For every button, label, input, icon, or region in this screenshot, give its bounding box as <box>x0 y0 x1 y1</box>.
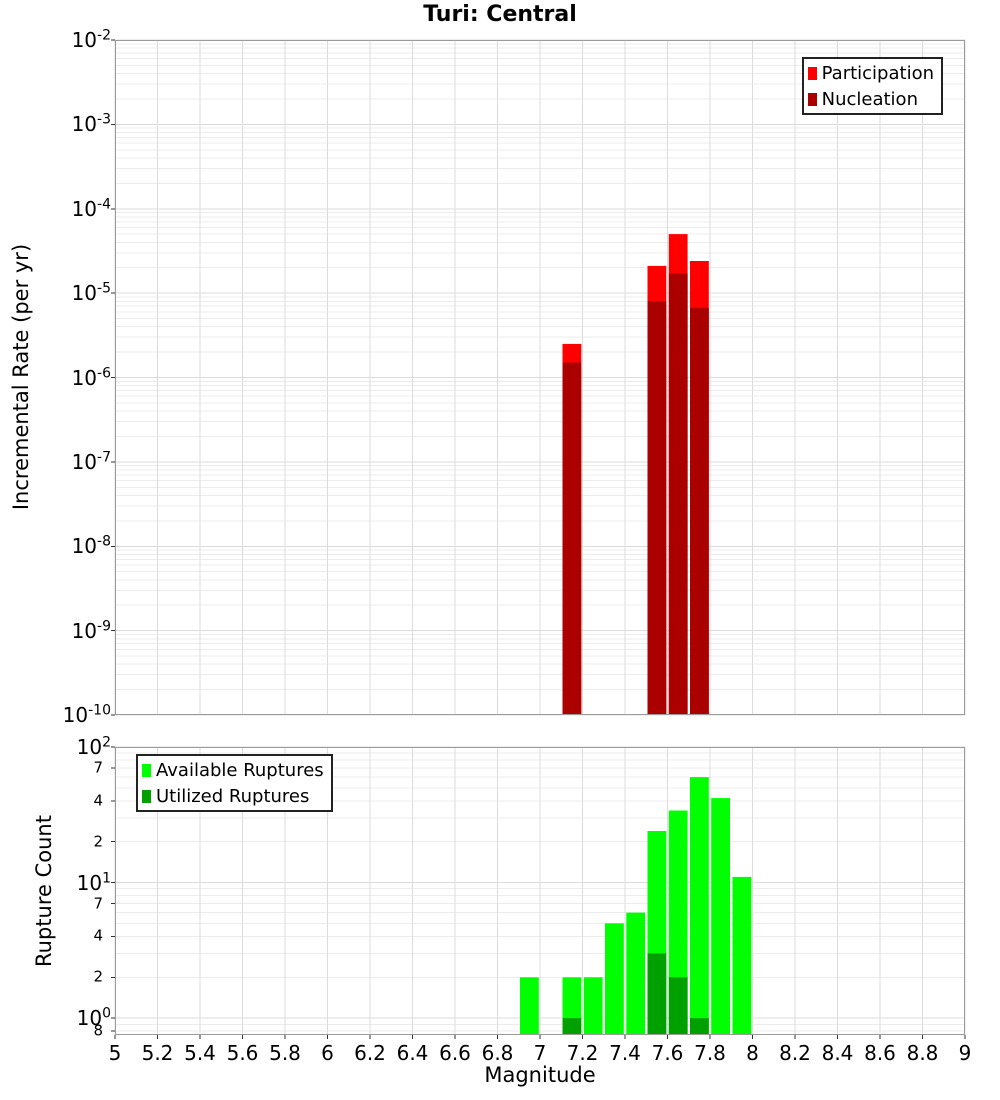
x-tick-label: 8.4 <box>821 1041 854 1065</box>
legend-swatch-available-ruptures <box>142 763 151 777</box>
legend-swatch-utilized-ruptures <box>142 789 151 803</box>
y-tick-label: 10-5 <box>71 280 111 306</box>
y-tick-label: 10-3 <box>71 111 111 137</box>
y-minor-tick-label: 8 <box>93 1021 103 1040</box>
x-tick-label: 7.6 <box>651 1041 684 1065</box>
y-tick-label: 10-8 <box>71 533 111 559</box>
x-tick-label: 9 <box>958 1041 972 1065</box>
bar-available-ruptures <box>605 923 624 1035</box>
bar-nucleation <box>562 362 582 715</box>
chart-title: Turi: Central <box>423 2 577 27</box>
bar-available-ruptures <box>520 977 539 1035</box>
bar-available-ruptures <box>690 777 709 1035</box>
y-tick-label: 10-4 <box>71 196 111 221</box>
legend-swatch-nucleation <box>807 92 817 106</box>
x-tick-label: 5.2 <box>141 1041 174 1065</box>
y-minor-tick-label: 7 <box>93 894 103 913</box>
bar-nucleation <box>668 273 688 715</box>
x-tick-label: 5.6 <box>226 1041 259 1065</box>
legend-item: Participation <box>807 60 934 86</box>
y-minor-tick-label: 2 <box>93 832 103 851</box>
x-tick-label: 8.6 <box>864 1041 896 1065</box>
x-tick-label: 6.6 <box>439 1041 471 1065</box>
y-minor-tick-label: 2 <box>93 967 103 986</box>
y-tick-label: 10-10 <box>62 702 111 727</box>
legend-swatch-participation <box>807 66 817 80</box>
bar-nucleation <box>690 307 709 715</box>
x-tick-label: 7.8 <box>694 1041 726 1065</box>
x-axis-title: Magnitude <box>484 1063 596 1087</box>
bar-utilized-ruptures <box>647 953 667 1035</box>
x-tick-label: 6.2 <box>354 1041 386 1065</box>
legend-item: Utilized Ruptures <box>142 783 324 809</box>
plot-border <box>115 747 965 1035</box>
x-tick-label: 7 <box>533 1041 547 1065</box>
y-tick-label: 10-7 <box>71 449 111 474</box>
y-axis-title-rate: Incremental Rate (per yr) <box>9 243 33 511</box>
gridlines <box>114 39 966 716</box>
bar-utilized-ruptures <box>690 1018 709 1035</box>
x-tick-label: 6.8 <box>481 1041 514 1065</box>
y-minor-tick-label: 4 <box>93 791 103 810</box>
y-tick-label: 10-2 <box>71 27 111 52</box>
x-tick-label: 5.8 <box>269 1041 301 1065</box>
legend-label: Utilized Ruptures <box>156 785 310 807</box>
rate-plot <box>111 39 966 716</box>
x-tick-label: 6 <box>321 1041 334 1065</box>
x-tick-label: 8.2 <box>779 1041 811 1065</box>
bar-utilized-ruptures <box>562 1018 582 1035</box>
y-minor-tick-label: 7 <box>93 758 103 777</box>
x-tick-label: 7.4 <box>609 1041 641 1065</box>
x-tick-label: 6.4 <box>396 1041 429 1065</box>
x-tick-label: 8 <box>746 1041 759 1065</box>
legend-item: Nucleation <box>807 86 934 112</box>
legend-label: Participation <box>821 62 934 84</box>
bar-available-ruptures <box>732 876 752 1035</box>
count-plot <box>111 746 966 1039</box>
y-tick-label: 10-9 <box>71 617 111 643</box>
y-minor-tick-label: 4 <box>93 926 103 945</box>
x-tick-label: 8.8 <box>906 1041 939 1065</box>
y-tick-label: 10-6 <box>71 364 111 390</box>
x-tick-label: 7.2 <box>566 1041 599 1065</box>
y-tick-label: 102 <box>76 734 111 759</box>
tick-marks <box>111 746 966 1039</box>
bar-utilized-ruptures <box>668 977 688 1035</box>
bar-available-ruptures <box>583 977 603 1035</box>
count-legend: Available Ruptures Utilized Ruptures <box>136 754 333 812</box>
x-tick-label: 5.4 <box>184 1041 216 1065</box>
y-tick-label: 100 <box>76 1005 111 1031</box>
bar-nucleation <box>647 301 667 715</box>
legend-label: Available Ruptures <box>156 759 324 781</box>
bars <box>520 777 752 1035</box>
bars <box>562 234 709 715</box>
bar-available-ruptures <box>711 798 730 1035</box>
y-tick-label: 101 <box>76 869 111 895</box>
y-axis-title-count: Rupture Count <box>32 815 56 967</box>
x-tick-label: 5 <box>108 1041 122 1065</box>
legend-item: Available Ruptures <box>142 757 324 783</box>
legend-label: Nucleation <box>821 88 918 110</box>
bar-available-ruptures <box>626 912 646 1035</box>
plot-border <box>115 40 965 715</box>
rate-legend: Participation Nucleation <box>801 57 943 115</box>
tick-marks <box>111 39 115 716</box>
